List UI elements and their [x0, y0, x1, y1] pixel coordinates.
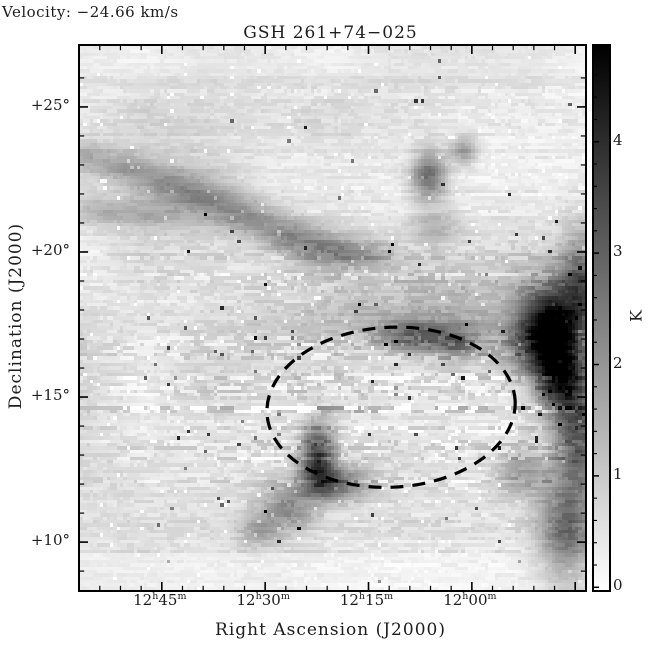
colorbar-tick-label: 3 — [613, 242, 623, 261]
map-canvas — [80, 46, 585, 590]
y-tick-label: +15° — [30, 386, 70, 405]
colorbar-tick-label: 1 — [613, 464, 623, 483]
x-tick-label: 12h15m — [339, 591, 394, 609]
colorbar-tick-label: 4 — [613, 130, 623, 149]
y-tick-label: +20° — [30, 241, 70, 259]
y-tick-label: +10° — [30, 531, 70, 550]
x-tick-label: 12h30m — [236, 591, 290, 609]
colorbar-unit-label: K — [626, 310, 646, 322]
plot-area — [78, 44, 587, 592]
colorbar — [592, 44, 611, 592]
colorbar-ticks — [594, 52, 599, 589]
shell-ellipse-annotation — [265, 325, 517, 489]
y-tick-label: +25° — [30, 95, 70, 114]
x-tick-label: 12h00m — [443, 591, 497, 609]
velocity-annotation: Velocity: −24.66 km/s — [2, 3, 179, 21]
colorbar-tick-label: 2 — [613, 353, 623, 372]
x-axis-label: Right Ascension (J2000) — [215, 620, 446, 640]
plot-overlay — [80, 46, 585, 590]
plot-title: GSH 261+74−025 — [243, 23, 418, 43]
colorbar-tick-label: 0 — [613, 576, 623, 595]
x-tick-label: 12h45m — [133, 591, 187, 609]
